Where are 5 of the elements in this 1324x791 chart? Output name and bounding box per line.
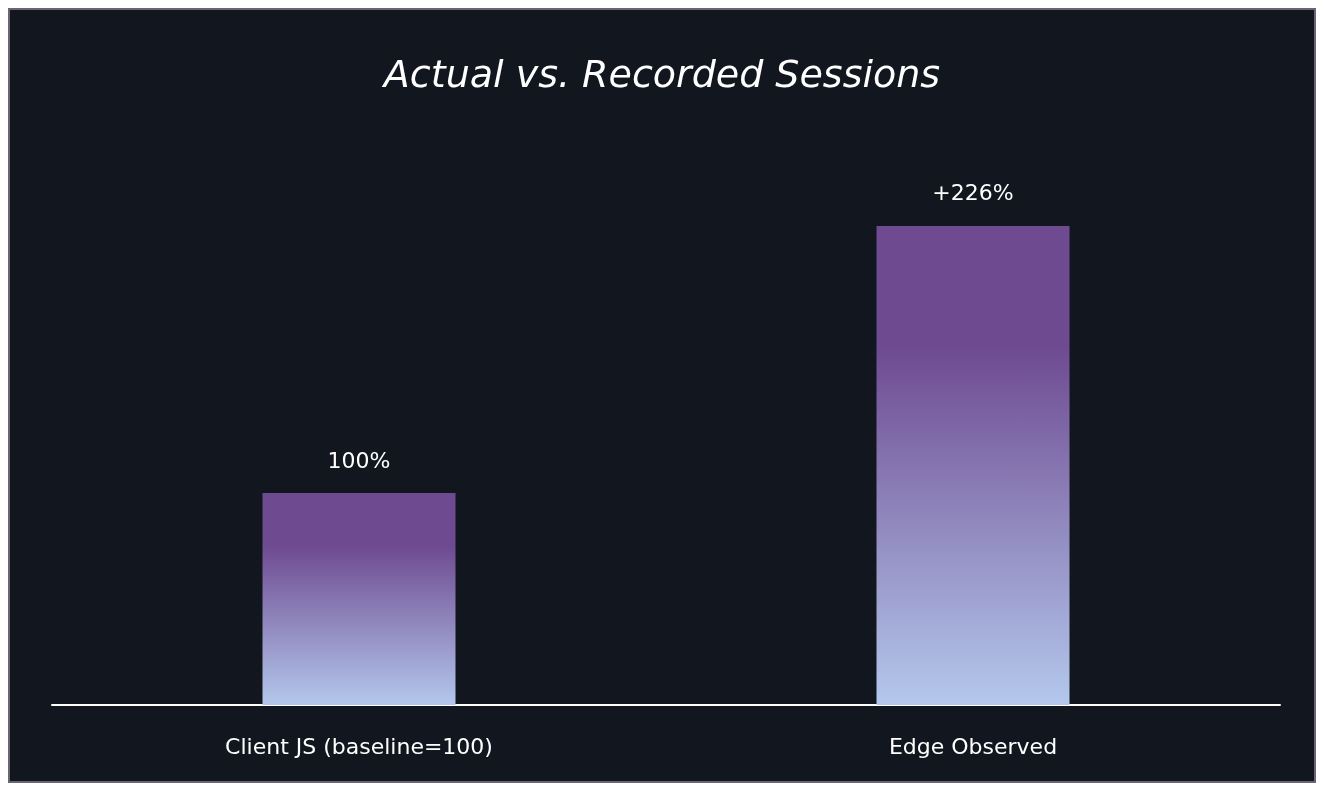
data-label: 100% bbox=[327, 447, 391, 473]
data-label: +226% bbox=[932, 180, 1014, 206]
x-tick-label: Client JS (baseline=100) bbox=[225, 733, 493, 759]
chart-title: Actual vs. Recorded Sessions bbox=[380, 52, 941, 96]
x-tick-label: Edge Observed bbox=[888, 733, 1058, 759]
